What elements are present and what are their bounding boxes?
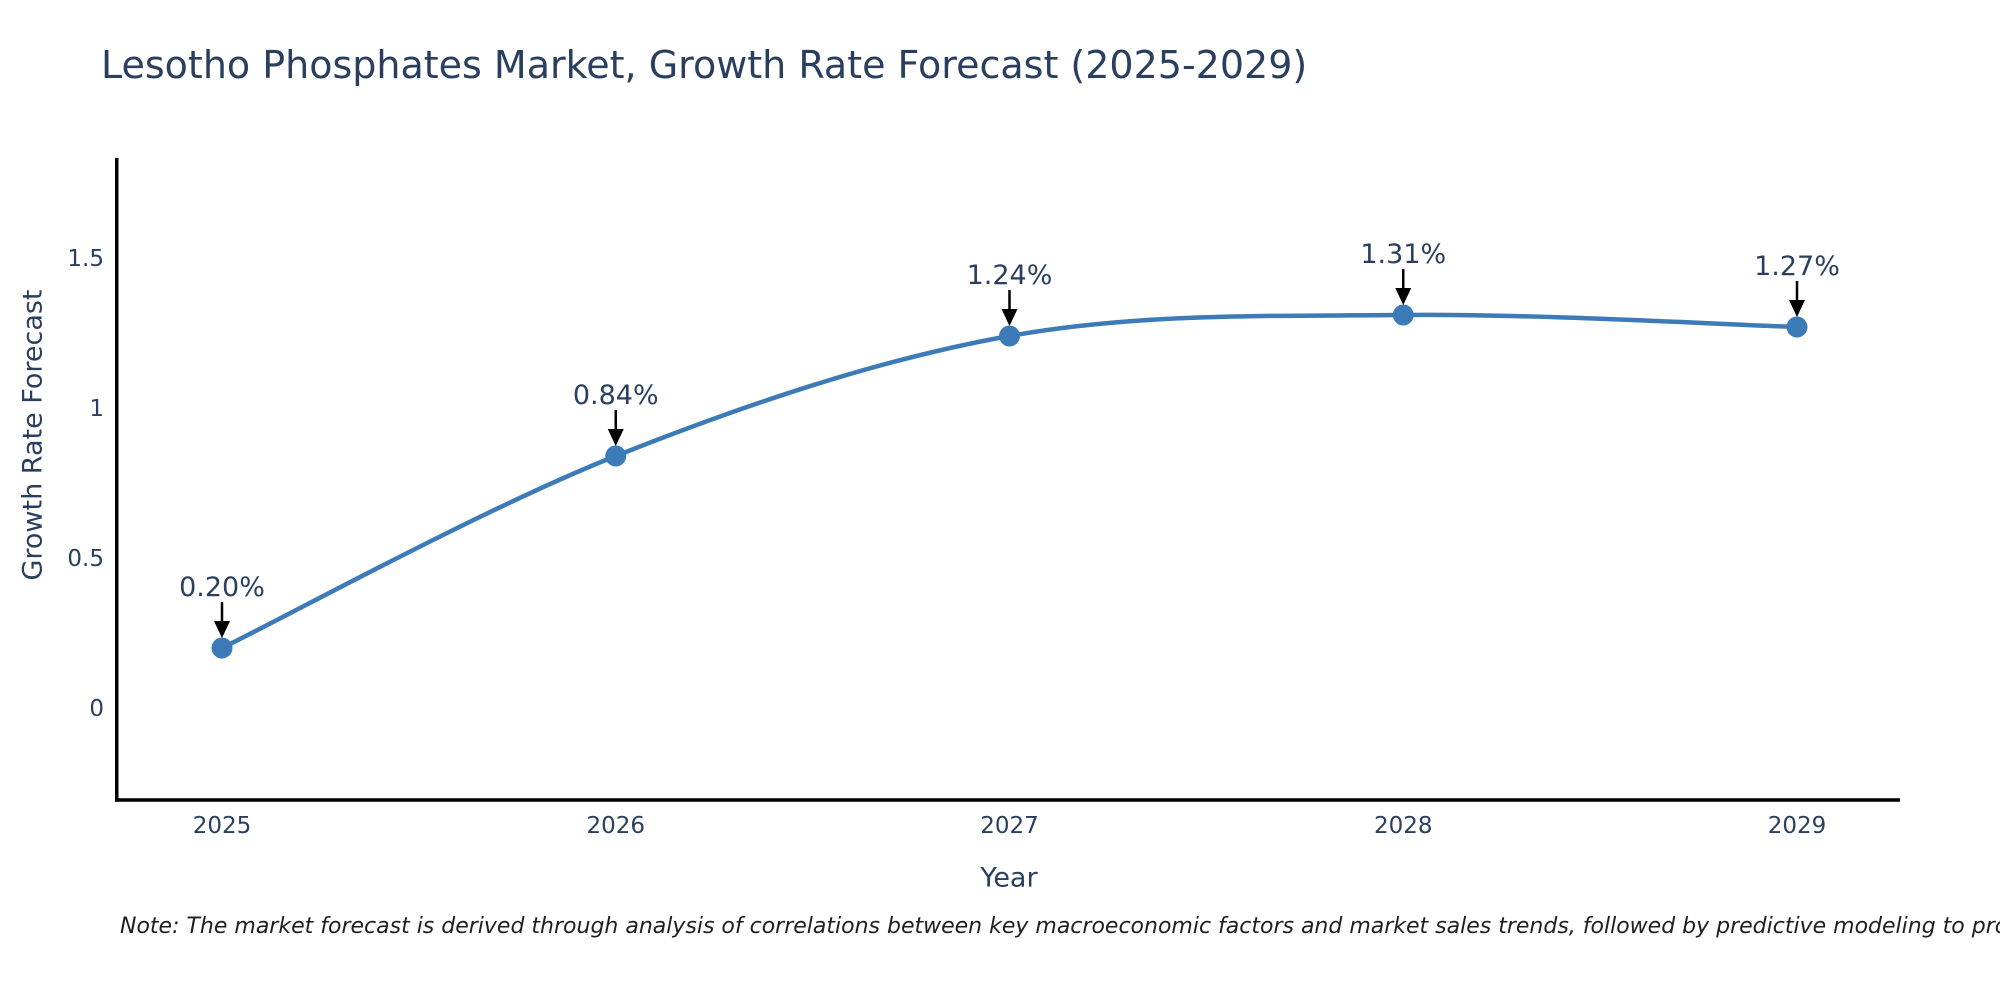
annotation-label: 1.27% — [1754, 251, 1840, 282]
data-point-marker — [1786, 316, 1808, 338]
annotation-arrowhead — [607, 429, 624, 446]
annotation-arrowhead — [1789, 300, 1805, 317]
annotation-label: 1.31% — [1360, 239, 1446, 270]
trend-line — [219, 312, 1800, 651]
y-tick-label: 0 — [89, 696, 104, 722]
y-tick-label: 0.5 — [67, 546, 104, 572]
annotation-label: 0.84% — [573, 380, 659, 411]
x-tick-label: 2026 — [586, 813, 645, 839]
annotation-arrowhead — [1001, 309, 1018, 326]
note-text: Note: The market forecast is derived thr… — [120, 914, 2000, 939]
data-point-marker — [999, 325, 1020, 347]
data-point-marker — [1392, 304, 1414, 326]
data-point-marker — [605, 445, 627, 467]
x-tick-label: 2025 — [193, 813, 252, 839]
chart-title: Lesotho Phosphates Market, Growth Rate F… — [101, 43, 1308, 87]
annotation-arrowhead — [214, 621, 230, 638]
y-tick-label: 1 — [89, 396, 104, 422]
x-tick-label: 2028 — [1374, 813, 1433, 839]
annotation-label: 1.24% — [967, 260, 1053, 291]
y-tick-label: 1.5 — [67, 246, 104, 272]
annotation-arrowhead — [1395, 288, 1412, 305]
x-axis-label: Year — [980, 862, 1038, 894]
y-axis-label: Growth Rate Forecast — [17, 289, 49, 581]
x-tick-label: 2027 — [980, 813, 1039, 839]
annotation-label: 0.20% — [179, 572, 265, 603]
x-tick-label: 2029 — [1768, 813, 1827, 839]
data-point-marker — [211, 637, 233, 659]
